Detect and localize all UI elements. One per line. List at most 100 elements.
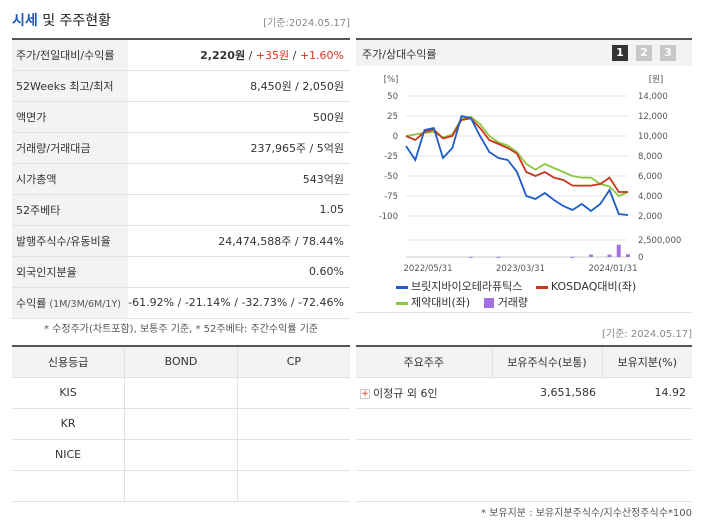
left-tick-label: -50	[384, 172, 398, 182]
legend-item-volume: 거래량	[483, 294, 529, 310]
price-info-table: 주가/전일대비/수익률 2,220원 / +35원 / +1.60% 52Wee…	[12, 38, 350, 319]
shares-cell: 3,651,586	[492, 377, 602, 409]
table-row: 주가/전일대비/수익률 2,220원 / +35원 / +1.60%	[12, 39, 350, 71]
series-line-stock	[405, 114, 629, 216]
legend-label: 거래량	[497, 296, 529, 309]
x-tick-label: 2022/05/31	[404, 264, 453, 274]
volume-bar	[616, 244, 621, 257]
left-tick-label: 0	[393, 132, 398, 142]
legend-item-pharma: 제약대비(좌)	[396, 294, 470, 310]
price-change: +35원	[255, 48, 290, 62]
table-row: 시가총액 543억원	[12, 163, 350, 195]
separator: /	[230, 296, 242, 309]
section-title: 시세 및 주주현황	[12, 10, 111, 30]
left-axis-unit: [%]	[384, 75, 399, 85]
table-row	[356, 408, 692, 440]
return-1m: -61.92%	[128, 296, 175, 309]
table-header-row: 주요주주 보유주식수(보통) 보유지분(%)	[356, 346, 692, 378]
volume-bar	[607, 254, 612, 257]
separator: /	[287, 296, 299, 309]
chart-legend: 브릿지바이오테라퓨틱스 KOSDAQ대비(좌) 제약대비(좌) 거래량	[396, 278, 686, 310]
row-value: 0.60%	[128, 256, 350, 288]
left-tick-label: -75	[384, 192, 398, 202]
cp-cell	[236, 470, 350, 502]
agency-cell: KIS	[12, 377, 125, 409]
chart-page-1-button[interactable]: 1	[612, 45, 628, 61]
cp-cell	[236, 408, 350, 440]
volume-tick-label: 2,500,000	[638, 236, 681, 246]
table-row: 외국인지분율 0.60%	[12, 256, 350, 288]
table-row	[356, 439, 692, 471]
table-row	[12, 470, 350, 502]
row-label: 52주베타	[12, 194, 129, 226]
volume-tick-label: 0	[638, 253, 643, 263]
table-row: 수익률 (1M/3M/6M/1Y) -61.92% / -21.14% / -3…	[12, 287, 350, 319]
row-value: 8,450원 / 2,050원	[128, 70, 350, 102]
right-tick-label: 10,000	[638, 132, 668, 142]
holders-footnote: * 보유지분 : 보유지분주식수/지수산정주식수*100	[481, 508, 692, 519]
table-row: + 이정규 외 6인 3,651,586 14.92	[356, 377, 692, 409]
holder-name: 이정규 외 6인	[373, 386, 438, 400]
table-row: 발행주식수/유동비율 24,474,588주 / 78.44%	[12, 225, 350, 257]
cp-cell	[236, 439, 350, 471]
bond-cell	[124, 408, 238, 440]
return-3m: -21.14%	[184, 296, 231, 309]
stock-chart: [%] [원] 50 25 0 -25 -50 -75 -100 14,000 12,000 10,0…	[379, 75, 682, 274]
row-label: 외국인지분율	[12, 256, 129, 288]
right-tick-label: 2,000	[638, 212, 662, 222]
volume-bar	[468, 256, 473, 258]
volume-bar	[626, 254, 630, 257]
table-row: 액면가 500원	[12, 101, 350, 133]
expand-plus-icon[interactable]: +	[360, 388, 370, 399]
right-tick-label: 4,000	[638, 192, 662, 202]
shares-cell	[492, 439, 602, 471]
left-tick-label: -25	[384, 152, 398, 162]
row-label: 52Weeks 최고/최저	[12, 70, 129, 102]
shares-cell	[492, 408, 602, 440]
base-date: [기준:2024.05.17]	[263, 18, 350, 29]
table-row	[356, 470, 692, 502]
series-line-kosdaq	[405, 117, 628, 193]
x-tick-label: 2024/01/31	[589, 264, 638, 274]
shareholders-table: 주요주주 보유주식수(보통) 보유지분(%) + 이정규 외 6인 3,651,5…	[356, 345, 692, 502]
column-header: 신용등급	[12, 346, 125, 378]
title-part1: 시세	[12, 13, 38, 29]
right-tick-label: 12,000	[638, 112, 668, 122]
right-tick-label: 6,000	[638, 172, 662, 182]
legend-swatch	[396, 301, 408, 305]
stake-cell	[602, 408, 692, 440]
legend-swatch	[483, 298, 494, 308]
volume-bar	[496, 256, 501, 258]
price-value: 2,220원 / +35원 / +1.60%	[128, 39, 350, 71]
current-price: 2,220원	[200, 48, 246, 62]
left-tick-label: 50	[387, 92, 398, 102]
return-label: 수익률	[16, 296, 47, 310]
separator: /	[174, 296, 185, 309]
column-header: CP	[236, 346, 350, 378]
row-label: 주가/전일대비/수익률	[12, 39, 129, 71]
separator: /	[289, 48, 300, 62]
stake-cell	[602, 470, 692, 502]
column-header: 보유지분(%)	[601, 346, 692, 378]
chart-page-2-button[interactable]: 2	[636, 45, 652, 61]
table-row: NICE	[12, 439, 350, 471]
info-footnote: * 수정주가(차트포함), 보통주 기준, * 52주베타: 주간수익률 기준	[44, 324, 319, 335]
table-row: 거래량/거래대금 237,965주 / 5억원	[12, 132, 350, 164]
table-row: 52주베타 1.05	[12, 194, 350, 226]
row-value: 1.05	[128, 194, 350, 226]
row-label: 발행주식수/유동비율	[12, 225, 129, 257]
row-value: 543억원	[128, 163, 350, 195]
shares-cell	[492, 470, 602, 502]
return-6m: -32.73%	[241, 296, 288, 309]
left-tick-label: 25	[387, 112, 398, 122]
chart-page-3-button[interactable]: 3	[660, 45, 676, 61]
return-1y: -72.46%	[298, 296, 344, 309]
bond-cell	[124, 377, 238, 409]
bond-cell	[124, 470, 238, 502]
base-date-2: [기준: 2024.05.17]	[601, 329, 692, 340]
separator: /	[245, 48, 256, 62]
section-header: 시세 및 주주현황 [기준:2024.05.17]	[12, 10, 350, 32]
legend-label: KOSDAQ대비(좌)	[550, 280, 637, 293]
chart-title: 주가/상대수익률	[362, 48, 437, 61]
holder-name-cell	[356, 408, 492, 440]
